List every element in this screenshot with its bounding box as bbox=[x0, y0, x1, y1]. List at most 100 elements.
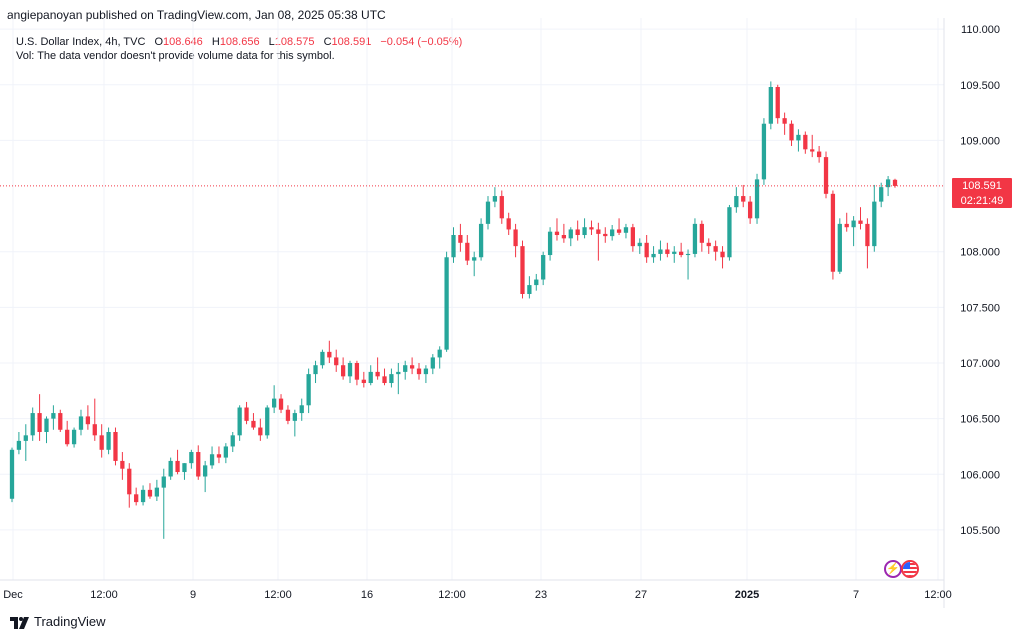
candle bbox=[230, 431, 235, 453]
candle-body bbox=[761, 123, 767, 180]
candle-body bbox=[37, 413, 42, 432]
price-axis[interactable]: 110.000 109.500 109.000 108.000 107.500 107.0… bbox=[960, 24, 1000, 537]
candle-body bbox=[796, 134, 801, 141]
candle-body bbox=[320, 351, 325, 366]
x-tick-label: 2025 bbox=[735, 589, 759, 601]
candle bbox=[58, 409, 63, 432]
candle bbox=[534, 273, 539, 291]
candle-body bbox=[147, 489, 153, 497]
candle-body bbox=[154, 487, 160, 497]
candle-body bbox=[334, 357, 339, 366]
candle bbox=[699, 220, 704, 252]
candle bbox=[547, 227, 553, 261]
candle bbox=[596, 222, 601, 261]
candle bbox=[741, 184, 746, 208]
symbol-name[interactable]: U.S. Dollar Index, 4h, TVC bbox=[16, 36, 146, 48]
candle bbox=[272, 385, 277, 414]
candle bbox=[175, 449, 180, 475]
high-value: 108.656 bbox=[219, 36, 260, 48]
candle-body bbox=[189, 452, 194, 464]
candle bbox=[651, 246, 656, 263]
candle-body bbox=[472, 257, 477, 261]
candle-body bbox=[134, 494, 139, 503]
candle-body bbox=[23, 435, 28, 441]
candle bbox=[527, 276, 532, 299]
candle bbox=[85, 405, 91, 430]
candle bbox=[209, 446, 215, 469]
candle bbox=[354, 360, 360, 386]
candle bbox=[120, 452, 125, 480]
candle-body bbox=[754, 179, 760, 219]
change-value: −0.054 (−0.05%) bbox=[380, 36, 463, 48]
candle-body bbox=[168, 460, 173, 477]
candle bbox=[65, 420, 70, 447]
x-tick-label: 27 bbox=[635, 589, 647, 601]
low-label: L bbox=[268, 36, 275, 48]
y-tick-label: 106.500 bbox=[960, 414, 1000, 426]
candle-body bbox=[403, 365, 408, 372]
candle-body bbox=[727, 207, 732, 258]
candle-body bbox=[685, 253, 691, 256]
candle-body bbox=[699, 223, 704, 243]
candle bbox=[789, 120, 794, 146]
candle-body bbox=[679, 251, 684, 256]
candle bbox=[92, 398, 97, 441]
flash-icon[interactable]: ⚡ bbox=[884, 560, 902, 578]
time-axis[interactable]: Dec 12:00 9 12:00 16 12:00 23 27 2025 7 12:00 bbox=[3, 589, 952, 601]
candle bbox=[37, 394, 42, 441]
candle-body bbox=[803, 134, 808, 150]
candle-body bbox=[409, 365, 415, 369]
candle bbox=[361, 371, 366, 388]
candle bbox=[506, 212, 511, 236]
candle bbox=[879, 182, 884, 208]
candle bbox=[754, 173, 760, 224]
candle bbox=[610, 224, 615, 241]
candle-body bbox=[706, 242, 711, 247]
x-tick-label: 16 bbox=[361, 589, 373, 601]
y-tick-label: 105.500 bbox=[960, 525, 1000, 537]
candle bbox=[478, 218, 484, 261]
x-tick-label: Dec bbox=[3, 589, 23, 601]
y-tick-label: 109.500 bbox=[960, 80, 1000, 92]
us-flag-icon[interactable] bbox=[901, 560, 919, 578]
candle bbox=[837, 218, 842, 274]
candle-body bbox=[658, 249, 663, 254]
candle-body bbox=[347, 362, 353, 377]
candle-body bbox=[120, 460, 125, 469]
candle-body bbox=[547, 231, 553, 256]
candle bbox=[444, 251, 449, 352]
candle bbox=[816, 145, 822, 163]
candle bbox=[189, 449, 194, 469]
candle-body bbox=[610, 229, 615, 237]
candle bbox=[554, 218, 560, 241]
candle-body bbox=[644, 242, 649, 258]
candle-body bbox=[375, 371, 380, 377]
candle bbox=[168, 457, 173, 480]
low-value: 108.575 bbox=[274, 36, 315, 48]
open-label: O bbox=[154, 36, 164, 48]
candle bbox=[823, 151, 829, 199]
candle-body bbox=[851, 220, 856, 228]
candle bbox=[637, 238, 642, 254]
x-tick-label: 12:00 bbox=[264, 589, 292, 601]
candle-body bbox=[616, 229, 622, 233]
x-tick-label: 12:00 bbox=[924, 589, 952, 601]
close-label: C bbox=[323, 36, 332, 48]
candle-body bbox=[561, 235, 567, 239]
candle-body bbox=[65, 429, 70, 445]
candle bbox=[644, 235, 649, 263]
candle bbox=[672, 246, 677, 263]
candle bbox=[51, 405, 56, 430]
candle-body bbox=[879, 187, 884, 202]
candle bbox=[203, 460, 208, 493]
candle bbox=[865, 218, 870, 269]
candle-body bbox=[672, 251, 677, 254]
candle-body bbox=[768, 86, 773, 124]
candle bbox=[30, 407, 35, 441]
candle-body bbox=[527, 285, 532, 294]
candle bbox=[285, 405, 291, 425]
candle-body bbox=[603, 233, 608, 237]
candle bbox=[237, 405, 242, 441]
published-info: angiepanoyan published on TradingView.co… bbox=[7, 8, 386, 22]
